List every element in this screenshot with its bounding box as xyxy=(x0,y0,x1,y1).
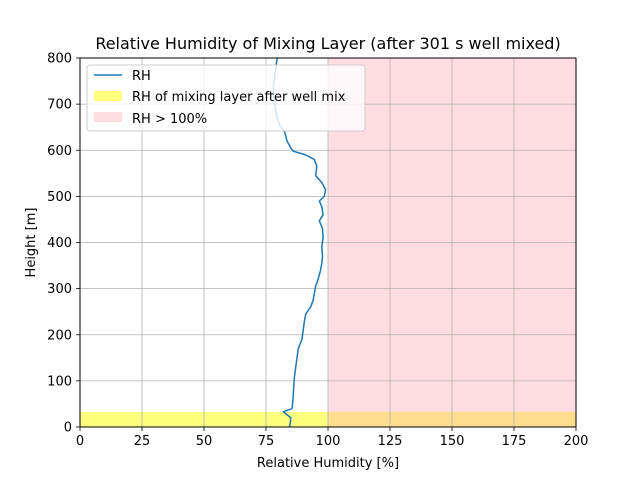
x-tick-label: 0 xyxy=(76,434,84,449)
chart-title: Relative Humidity of Mixing Layer (after… xyxy=(95,34,560,53)
legend-entry-mixing-layer: RH of mixing layer after well mix xyxy=(132,90,346,105)
y-tick-label: 600 xyxy=(47,144,72,159)
x-axis-label: Relative Humidity [%] xyxy=(257,456,399,471)
y-tick-label: 800 xyxy=(47,52,72,67)
legend-box xyxy=(86,64,366,132)
x-tick-label: 125 xyxy=(378,434,403,449)
x-tick-label: 175 xyxy=(502,434,527,449)
x-tick-label: 200 xyxy=(564,434,589,449)
x-tick-label: 150 xyxy=(440,434,465,449)
y-tick-label: 200 xyxy=(47,328,72,343)
y-tick-label: 100 xyxy=(47,374,72,389)
y-tick-label: 300 xyxy=(47,282,72,297)
x-tick-label: 25 xyxy=(134,434,151,449)
legend: RH RH of mixing layer after well mix RH … xyxy=(86,64,366,132)
x-tick-label: 100 xyxy=(316,434,341,449)
y-tick-label: 700 xyxy=(47,98,72,113)
legend-swatch-rh-over-100 xyxy=(94,112,122,122)
ticks-layer: 0 25 50 75 100 125 150 175 200 0 100 200 300 400 500 60… xyxy=(47,52,588,450)
x-tick-label: 50 xyxy=(196,434,213,449)
y-tick-label: 0 xyxy=(64,421,72,436)
y-tick-label: 500 xyxy=(47,190,72,205)
legend-entry-rh-over-100: RH > 100% xyxy=(132,112,207,127)
y-tick-label: 400 xyxy=(47,236,72,251)
legend-entry-rh: RH xyxy=(132,69,151,84)
y-axis-label: Height [m] xyxy=(24,208,39,278)
series-layer xyxy=(272,57,327,428)
rh-line xyxy=(272,57,327,428)
x-tick-label: 75 xyxy=(258,434,275,449)
legend-swatch-mixing-layer xyxy=(94,91,122,101)
